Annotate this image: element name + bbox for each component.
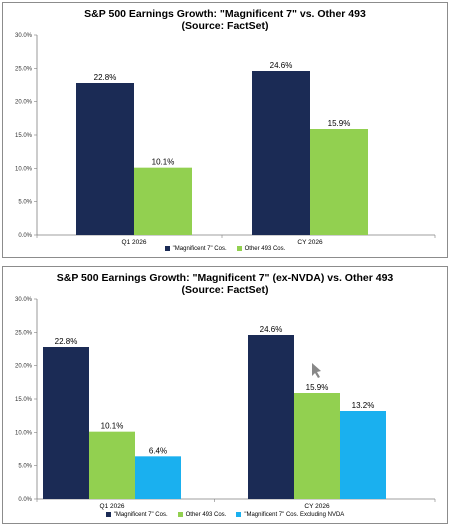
mouse-cursor-icon [312, 363, 321, 378]
y-tick-label: 30.0% [15, 297, 33, 303]
y-tick-label: 25.0% [15, 66, 33, 72]
legend-label: "Magnificent 7" Cos. [113, 512, 168, 518]
data-label: 15.9% [306, 383, 329, 392]
legend-label: Other 493 Cos. [244, 246, 286, 252]
chart-legend: "Magnificent 7" Cos. Other 493 Cos. [3, 245, 447, 253]
bar [135, 456, 181, 499]
x-category-label: CY 2026 [304, 503, 330, 510]
data-label: 22.8% [94, 73, 117, 82]
legend-swatch [164, 245, 170, 251]
y-tick-label: 20.0% [15, 100, 33, 106]
legend-label: Other 493 Cos. [185, 512, 227, 518]
data-label: 10.1% [152, 158, 175, 167]
y-tick-label: 15.0% [15, 397, 33, 403]
y-tick-label: 5.0% [18, 200, 32, 206]
data-label: 10.1% [101, 422, 124, 431]
chart-panel-1: S&P 500 Earnings Growth: "Magnificent 7"… [2, 2, 448, 258]
x-category-label: Q1 2026 [122, 239, 147, 246]
bar [76, 83, 134, 235]
y-tick-label: 20.0% [15, 364, 33, 370]
bar [340, 411, 386, 499]
x-category-label: CY 2026 [297, 239, 323, 246]
y-tick-label: 25.0% [15, 330, 33, 336]
legend-swatch [236, 245, 242, 251]
y-tick-label: 15.0% [15, 133, 33, 139]
legend-swatch [105, 511, 111, 517]
legend-swatch [177, 511, 183, 517]
bar [134, 167, 192, 235]
chart-subtitle: (Source: FactSet) [181, 284, 269, 296]
chart-title: S&P 500 Earnings Growth: "Magnificent 7"… [56, 272, 394, 284]
y-tick-label: 5.0% [18, 464, 32, 470]
legend-label: "Magnificent 7" Cos. [172, 246, 227, 252]
x-category-label: Q1 2026 [100, 503, 125, 510]
chart-panel-2: S&P 500 Earnings Growth: "Magnificent 7"… [2, 266, 448, 524]
bar [252, 71, 310, 235]
legend-swatch [236, 511, 242, 517]
chart-legend: "Magnificent 7" Cos. Other 493 Cos. "Magni… [3, 511, 447, 519]
data-label: 22.8% [55, 337, 78, 346]
bar [294, 393, 340, 499]
y-tick-label: 10.0% [15, 430, 33, 436]
y-tick-label: 0.0% [18, 233, 32, 239]
bar-chart-1: 0.0% 5.0% 10.0% 15.0% 20.0% 25.0% 30.0% 22.8% 10… [15, 33, 436, 246]
legend-item: Other 493 Cos. [177, 511, 227, 519]
data-label: 15.9% [328, 119, 351, 128]
data-label: 6.4% [149, 446, 167, 455]
bar [310, 129, 368, 235]
y-tick-label: 10.0% [15, 166, 33, 172]
legend-item: "Magnificent 7" Cos. Excluding NVDA [236, 511, 344, 519]
bar [89, 431, 135, 499]
data-label: 13.2% [352, 401, 375, 410]
legend-item: Other 493 Cos. [236, 245, 286, 253]
legend-item: "Magnificent 7" Cos. [105, 511, 168, 519]
bar-chart-2: 0.0% 5.0% 10.0% 15.0% 20.0% 25.0% 30.0% 22.8% 10… [15, 297, 436, 510]
y-tick-label: 30.0% [15, 33, 33, 39]
bar [248, 335, 294, 499]
data-label: 24.6% [270, 61, 293, 70]
chart-title: S&P 500 Earnings Growth: "Magnificent 7"… [84, 8, 366, 20]
legend-item: "Magnificent 7" Cos. [164, 245, 227, 253]
data-label: 24.6% [260, 325, 283, 334]
chart-subtitle: (Source: FactSet) [181, 20, 269, 32]
bar [43, 347, 89, 499]
y-tick-label: 0.0% [18, 497, 32, 503]
legend-label: "Magnificent 7" Cos. Excluding NVDA [244, 512, 345, 518]
